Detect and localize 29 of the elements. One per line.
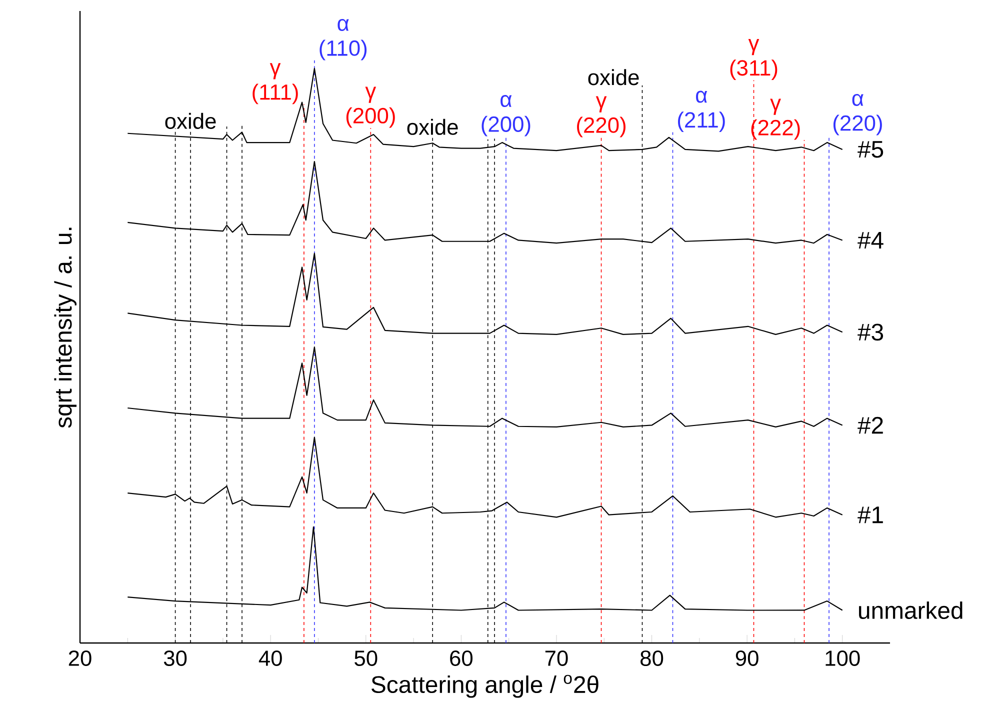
ref-line-label: α (200) bbox=[482, 95, 530, 136]
ref-line-label: γ (200) bbox=[346, 86, 395, 128]
series-label: unmarked bbox=[859, 601, 962, 620]
ref-line-label: oxide bbox=[588, 69, 639, 86]
series-label: #1 bbox=[858, 506, 883, 524]
ref-line-label: γ (222) bbox=[751, 98, 800, 140]
ref-line-label: γ (311) bbox=[730, 39, 778, 80]
x-tick-label: 60 bbox=[450, 650, 473, 666]
x-tick-label: 20 bbox=[68, 650, 92, 666]
ref-line-label: γ (220) bbox=[577, 96, 626, 138]
series-label: #3 bbox=[858, 324, 884, 341]
ref-line-label: α (110) bbox=[320, 18, 367, 60]
x-tick-label: 40 bbox=[258, 650, 282, 666]
ref-line-label: oxide bbox=[407, 118, 458, 135]
series-label: #2 bbox=[858, 416, 883, 434]
ref-line-label: α (211) bbox=[678, 90, 725, 132]
y-axis-title: sqrt intensity / a. u. bbox=[54, 228, 77, 428]
x-tick-label: 90 bbox=[736, 650, 758, 666]
ref-line-label: γ (111) bbox=[252, 63, 298, 104]
series-label: #5 bbox=[858, 141, 884, 158]
x-axis-title: Scattering angle / $^{o}$2θ bbox=[372, 674, 598, 698]
x-tick-label: 100 bbox=[826, 650, 860, 666]
x-tick-label: 30 bbox=[164, 650, 187, 666]
x-tick-label: 80 bbox=[640, 650, 664, 666]
x-tick-label: 70 bbox=[545, 650, 568, 666]
x-tick-label: 50 bbox=[354, 650, 378, 666]
series-label: #4 bbox=[858, 232, 884, 248]
ref-line-label: oxide bbox=[165, 112, 216, 129]
ref-line-label: α (220) bbox=[833, 94, 882, 136]
